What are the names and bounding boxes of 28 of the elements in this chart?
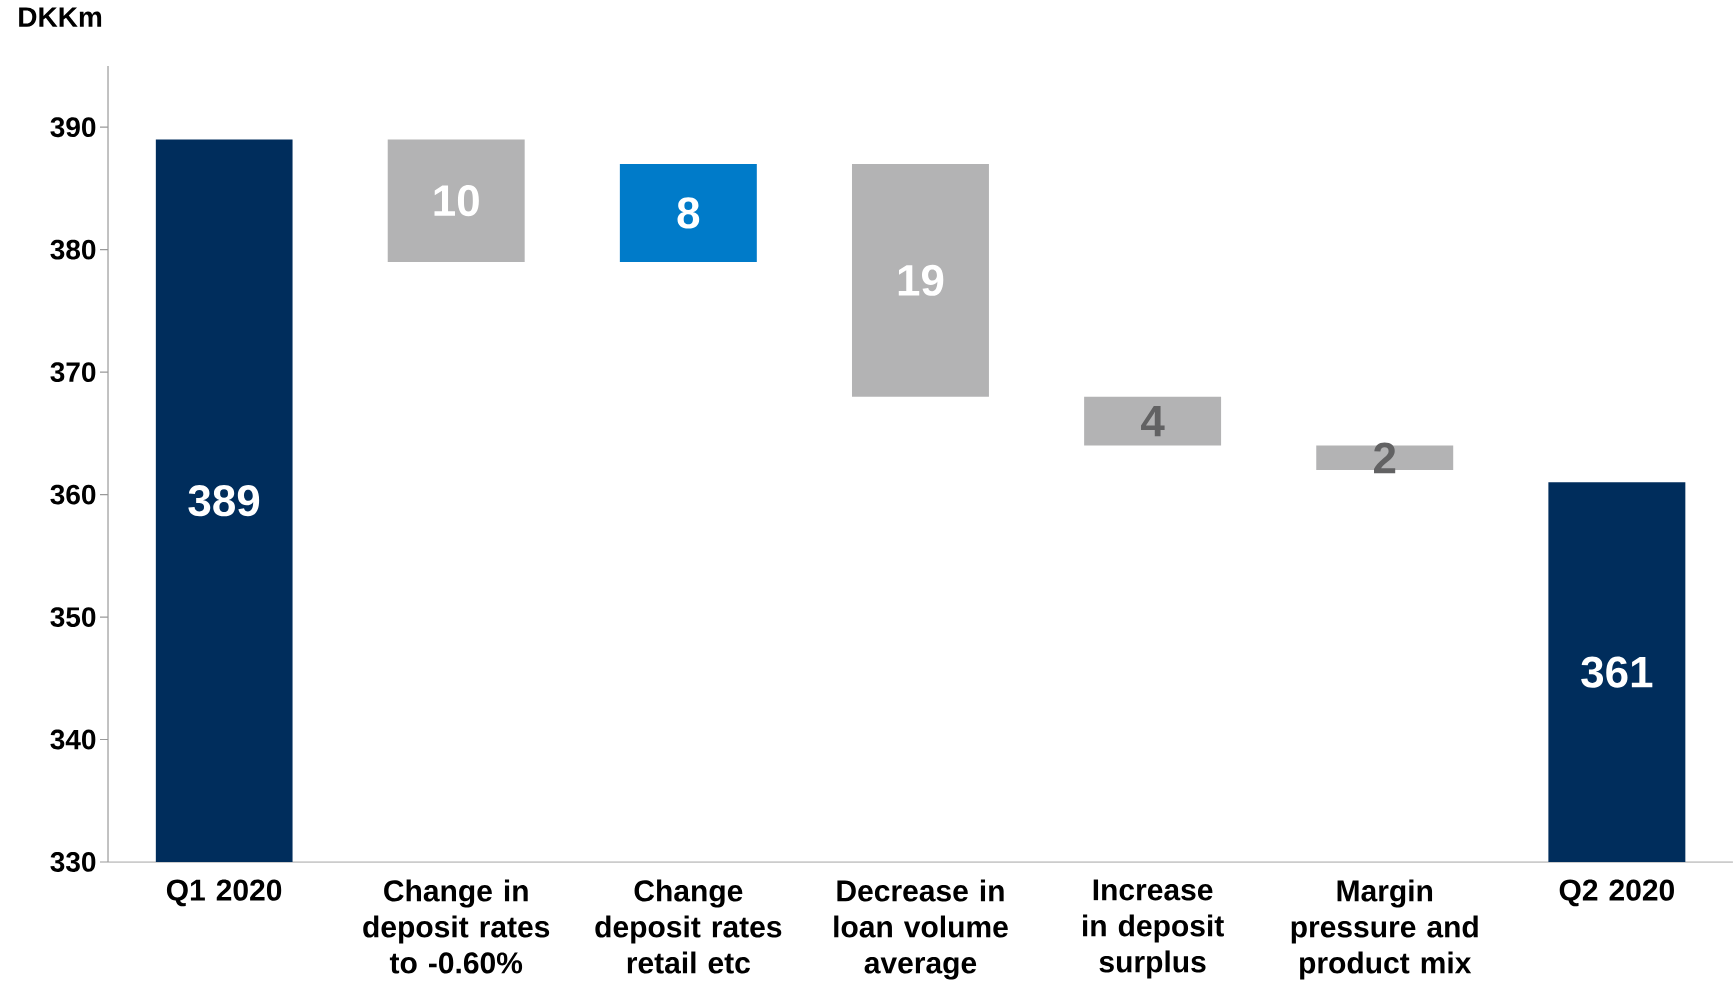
y-tick-label: 390 bbox=[50, 117, 96, 138]
x-tick-label: Q1 2020 bbox=[166, 879, 282, 907]
x-tick-label: Change in deposit rates to -0.60% bbox=[363, 879, 550, 974]
y-axis-title: DKKm bbox=[19, 7, 102, 27]
x-tick-label: Q2 2020 bbox=[1559, 879, 1674, 907]
y-tick-label: 340 bbox=[50, 729, 96, 750]
x-tick-label: Margin pressure and product mix bbox=[1291, 879, 1478, 980]
bar bbox=[1084, 396, 1222, 446]
bar bbox=[1548, 482, 1686, 862]
bar bbox=[155, 139, 293, 862]
data-label: 389 bbox=[188, 485, 260, 517]
data-label: 10 bbox=[434, 185, 479, 217]
data-label: 8 bbox=[677, 197, 700, 229]
x-tick-label: Increase in deposit surplus bbox=[1083, 879, 1224, 979]
y-tick-label: 350 bbox=[50, 607, 96, 627]
data-label: 2 bbox=[1374, 442, 1396, 474]
y-tick-label: 380 bbox=[50, 239, 96, 260]
y-tick-label: 360 bbox=[50, 484, 96, 505]
data-label: 361 bbox=[1581, 656, 1653, 688]
x-tick-label: Change deposit rates retail etc bbox=[595, 879, 782, 974]
bar bbox=[387, 139, 525, 262]
data-label: 4 bbox=[1141, 405, 1165, 437]
bar bbox=[619, 163, 757, 262]
y-tick-label: 370 bbox=[50, 362, 96, 383]
bar bbox=[851, 163, 989, 397]
y-tick-label: 330 bbox=[50, 852, 96, 872]
x-tick-label: Decrease in loan volume average bbox=[834, 879, 1008, 980]
data-label: 19 bbox=[898, 264, 944, 296]
